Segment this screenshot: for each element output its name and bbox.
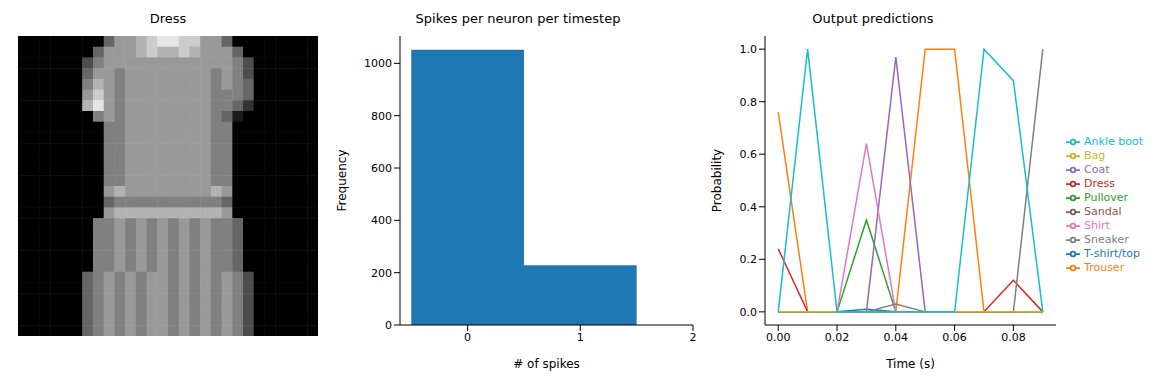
- svg-text:600: 600: [371, 162, 392, 175]
- svg-text:0: 0: [385, 319, 392, 332]
- svg-text:0.02: 0.02: [825, 331, 850, 344]
- svg-text:800: 800: [371, 110, 392, 123]
- svg-text:# of spikes: # of spikes: [513, 357, 580, 371]
- svg-text:2: 2: [690, 331, 697, 344]
- svg-text:200: 200: [371, 267, 392, 280]
- html-text:T-shirt/top: T-shirt/top: [1084, 247, 1141, 260]
- svg-text:0.00: 0.00: [766, 331, 791, 344]
- html-text:Trouser: Trouser: [1084, 261, 1125, 274]
- svg-text:Frequency: Frequency: [335, 150, 349, 212]
- svg-text:0.8: 0.8: [740, 96, 758, 109]
- svg-text:0.0: 0.0: [740, 306, 758, 319]
- svg-text:0.4: 0.4: [740, 201, 758, 214]
- svg-text:1000: 1000: [364, 57, 392, 70]
- svg-text:1.0: 1.0: [740, 43, 758, 56]
- html-text:Sandal: Sandal: [1084, 205, 1122, 218]
- svg-text:0.6: 0.6: [740, 148, 758, 161]
- html-text:Spikes per neuron per timestep: Spikes per neuron per timestep: [415, 11, 621, 26]
- html-text:Dress: Dress: [149, 11, 187, 26]
- html-text:Shirt: Shirt: [1084, 219, 1110, 232]
- html-text:Dress: Dress: [1084, 177, 1115, 190]
- html-text:Sneaker: Sneaker: [1084, 233, 1129, 246]
- svg-text:0.08: 0.08: [1001, 331, 1026, 344]
- svg-text:0.2: 0.2: [740, 253, 758, 266]
- html-text:Bag: Bag: [1084, 149, 1106, 162]
- svg-text:Time (s): Time (s): [885, 357, 935, 371]
- html-text:Ankle boot: Ankle boot: [1084, 135, 1143, 148]
- svg-text:0.06: 0.06: [942, 331, 967, 344]
- svg-text:0.04: 0.04: [884, 331, 909, 344]
- html-text:Output predictions: Output predictions: [812, 11, 934, 26]
- svg-text:Probability: Probability: [710, 149, 724, 212]
- html-text:Pullover: Pullover: [1084, 191, 1129, 204]
- svg-text:0: 0: [464, 331, 471, 344]
- svg-text:1: 1: [577, 331, 584, 344]
- html-text:Coat: Coat: [1084, 163, 1110, 176]
- svg-text:400: 400: [371, 214, 392, 227]
